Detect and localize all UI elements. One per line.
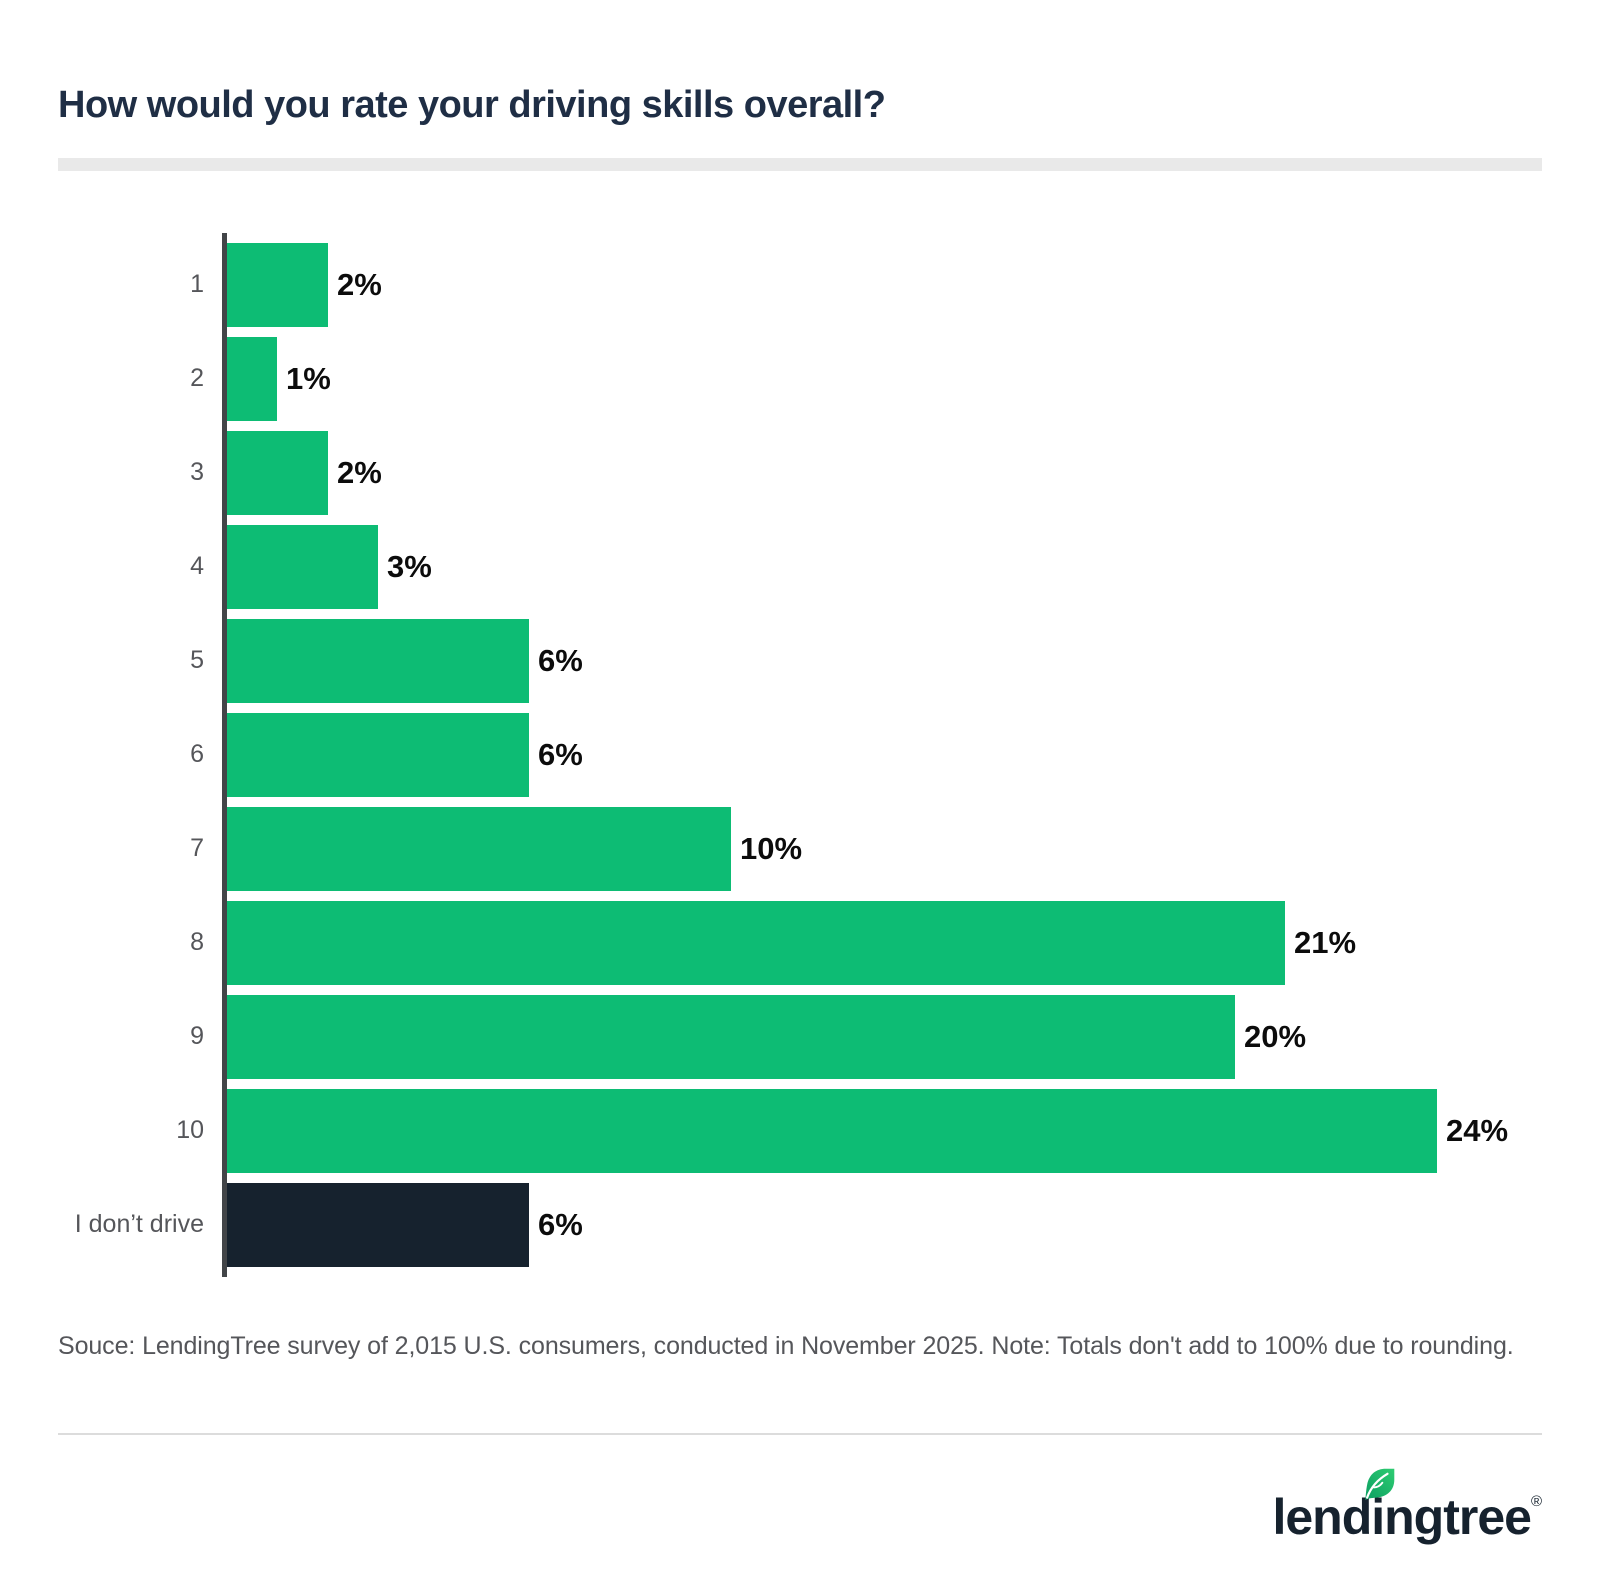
bar — [227, 807, 731, 891]
value-label: 20% — [1244, 1019, 1307, 1054]
category-label: 8 — [190, 928, 204, 957]
bar-row: 8 21% — [58, 901, 1542, 985]
bar-row: 4 3% — [58, 525, 1542, 609]
bar — [227, 901, 1285, 985]
y-axis-line — [222, 233, 227, 1277]
category-label: 2 — [190, 364, 204, 393]
registered-mark: ® — [1530, 1493, 1542, 1510]
value-label: 10% — [740, 831, 803, 866]
bar-row: 3 2% — [58, 431, 1542, 515]
bar-row: 5 6% — [58, 619, 1542, 703]
bar-row: 2 1% — [58, 337, 1542, 421]
value-label: 2% — [337, 267, 382, 302]
value-label: 6% — [538, 1207, 583, 1242]
footer-divider — [58, 1433, 1542, 1435]
page-title: How would you rate your driving skills o… — [58, 84, 886, 126]
leaf-icon — [1362, 1466, 1396, 1502]
lendingtree-logo: lendingtree® — [1272, 1468, 1542, 1545]
source-note: Souce: LendingTree survey of 2,015 U.S. … — [58, 1332, 1514, 1360]
bar — [227, 619, 529, 703]
bar — [227, 995, 1235, 1079]
value-label: 1% — [286, 361, 331, 396]
bar — [227, 525, 378, 609]
value-label: 6% — [538, 737, 583, 772]
bar-row: 10 24% — [58, 1089, 1542, 1173]
bar — [227, 1089, 1437, 1173]
category-label: 1 — [190, 270, 204, 299]
value-label: 3% — [387, 549, 432, 584]
value-label: 2% — [337, 455, 382, 490]
bar-chart: 1 2% 2 1% 3 2% 4 3% 5 6% 6 6% 7 10% — [58, 233, 1542, 1277]
bar — [227, 337, 277, 421]
value-label: 24% — [1446, 1113, 1509, 1148]
bar — [227, 243, 328, 327]
title-underline — [58, 158, 1542, 171]
bar-row: 7 10% — [58, 807, 1542, 891]
bar — [227, 1183, 529, 1267]
category-label: 4 — [190, 552, 204, 581]
bar-row: I don’t drive 6% — [58, 1183, 1542, 1267]
category-label: 6 — [190, 740, 204, 769]
bar — [227, 431, 328, 515]
logo-wordmark: lendingtree — [1272, 1489, 1531, 1545]
bar-row: 1 2% — [58, 243, 1542, 327]
bar-rows: 1 2% 2 1% 3 2% 4 3% 5 6% 6 6% 7 10% — [58, 243, 1542, 1267]
category-label: 3 — [190, 458, 204, 487]
value-label: 21% — [1294, 925, 1357, 960]
category-label: 9 — [190, 1022, 204, 1051]
category-label: 10 — [176, 1116, 204, 1145]
bar-row: 9 20% — [58, 995, 1542, 1079]
bar-row: 6 6% — [58, 713, 1542, 797]
category-label: 5 — [190, 646, 204, 675]
category-label: I don’t drive — [74, 1210, 204, 1239]
bar — [227, 713, 529, 797]
category-label: 7 — [190, 834, 204, 863]
value-label: 6% — [538, 643, 583, 678]
